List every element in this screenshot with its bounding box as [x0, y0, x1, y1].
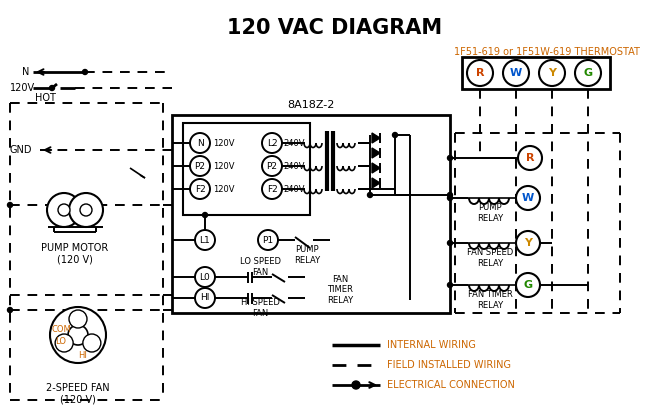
Circle shape [516, 186, 540, 210]
Text: PUMP
RELAY: PUMP RELAY [477, 203, 503, 223]
Circle shape [539, 60, 565, 86]
Text: P2: P2 [267, 161, 277, 171]
Circle shape [368, 192, 373, 197]
Text: HI SPEED
FAN: HI SPEED FAN [241, 298, 279, 318]
Circle shape [467, 60, 493, 86]
Text: FAN SPEED
RELAY: FAN SPEED RELAY [467, 248, 513, 268]
Circle shape [7, 202, 13, 207]
Circle shape [190, 133, 210, 153]
Text: N: N [196, 139, 204, 147]
Circle shape [195, 230, 215, 250]
Polygon shape [372, 178, 380, 188]
Text: 120V: 120V [10, 83, 35, 93]
Text: FAN
TIMER
RELAY: FAN TIMER RELAY [327, 275, 353, 305]
Text: R: R [526, 153, 534, 163]
Text: 120V: 120V [213, 139, 234, 147]
Circle shape [352, 381, 360, 389]
Circle shape [448, 192, 452, 197]
Circle shape [195, 267, 215, 287]
Polygon shape [372, 163, 380, 173]
Bar [172, 115, 450, 313]
Text: LO SPEED
FAN: LO SPEED FAN [239, 257, 281, 277]
Text: P1: P1 [263, 235, 273, 245]
Text: 240V: 240V [283, 139, 304, 147]
Text: HI: HI [78, 351, 88, 360]
Circle shape [516, 231, 540, 255]
Circle shape [190, 156, 210, 176]
Circle shape [68, 325, 88, 345]
Circle shape [69, 310, 87, 328]
Circle shape [50, 307, 106, 363]
Circle shape [258, 230, 278, 250]
Text: L2: L2 [267, 139, 277, 147]
Text: 1F51-619 or 1F51W-619 THERMOSTAT: 1F51-619 or 1F51W-619 THERMOSTAT [454, 47, 640, 57]
Text: 120 VAC DIAGRAM: 120 VAC DIAGRAM [227, 18, 443, 38]
Circle shape [50, 85, 54, 91]
Text: PUMP
RELAY: PUMP RELAY [294, 245, 320, 265]
Text: G: G [523, 280, 533, 290]
Text: 240V: 240V [283, 161, 304, 171]
Text: N: N [22, 67, 29, 77]
Text: R: R [476, 68, 484, 78]
Circle shape [80, 204, 92, 216]
Text: 2-SPEED FAN
(120 V): 2-SPEED FAN (120 V) [46, 383, 110, 405]
Text: HOT: HOT [35, 93, 56, 103]
Bar [183, 123, 310, 215]
Text: W: W [510, 68, 522, 78]
Text: COM: COM [52, 324, 72, 334]
Polygon shape [372, 133, 380, 143]
Circle shape [83, 334, 101, 352]
Text: L0: L0 [200, 272, 210, 282]
Text: PUMP MOTOR
(120 V): PUMP MOTOR (120 V) [42, 243, 109, 265]
Text: 120V: 120V [213, 161, 234, 171]
Circle shape [575, 60, 601, 86]
Circle shape [55, 334, 73, 352]
Circle shape [262, 156, 282, 176]
Circle shape [69, 193, 103, 227]
Text: HI: HI [200, 293, 210, 303]
Text: ELECTRICAL CONNECTION: ELECTRICAL CONNECTION [387, 380, 515, 390]
Circle shape [448, 241, 452, 246]
Circle shape [262, 179, 282, 199]
Circle shape [58, 204, 70, 216]
Circle shape [262, 133, 282, 153]
Text: F2: F2 [194, 184, 206, 194]
Text: L1: L1 [200, 235, 210, 245]
Circle shape [195, 288, 215, 308]
Circle shape [393, 132, 397, 137]
Text: FIELD INSTALLED WIRING: FIELD INSTALLED WIRING [387, 360, 511, 370]
Circle shape [516, 273, 540, 297]
Text: P2: P2 [194, 161, 206, 171]
Circle shape [448, 196, 452, 201]
Text: F2: F2 [267, 184, 277, 194]
Circle shape [202, 212, 208, 217]
Circle shape [47, 193, 81, 227]
Text: 8A18Z-2: 8A18Z-2 [287, 100, 335, 110]
Text: INTERNAL WIRING: INTERNAL WIRING [387, 340, 476, 350]
Circle shape [448, 155, 452, 160]
Text: W: W [522, 193, 534, 203]
Polygon shape [372, 148, 380, 158]
Text: GND: GND [10, 145, 33, 155]
Text: Y: Y [548, 68, 556, 78]
Circle shape [190, 179, 210, 199]
Circle shape [503, 60, 529, 86]
Circle shape [7, 308, 13, 313]
Text: 240V: 240V [283, 184, 304, 194]
Circle shape [448, 282, 452, 287]
Text: FAN TIMER
RELAY: FAN TIMER RELAY [468, 290, 513, 310]
Circle shape [518, 146, 542, 170]
Bar [462, 57, 610, 89]
Text: Y: Y [524, 238, 532, 248]
Text: 120V: 120V [213, 184, 234, 194]
Text: G: G [584, 68, 592, 78]
Circle shape [82, 70, 88, 75]
Text: LO: LO [56, 336, 66, 346]
